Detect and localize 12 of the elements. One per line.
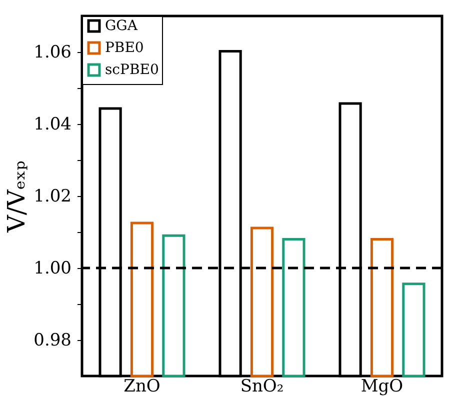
y-tick-label: 1.00 <box>34 258 72 278</box>
legend-label: PBE0 <box>105 40 144 56</box>
x-tick-label: SnO₂ <box>240 376 284 396</box>
y-tick-label: 0.98 <box>34 330 72 350</box>
y-tick-label: 1.02 <box>34 186 72 206</box>
y-axis-title: V/Vₑₓₚ <box>2 160 31 234</box>
x-tick-label: MgO <box>360 376 404 396</box>
legend-label: scPBE0 <box>105 62 159 78</box>
y-tick-label: 1.04 <box>34 114 72 134</box>
legend-label: GGA <box>105 18 138 34</box>
y-tick-label: 1.06 <box>34 42 72 62</box>
x-tick-label: ZnO <box>124 376 160 396</box>
